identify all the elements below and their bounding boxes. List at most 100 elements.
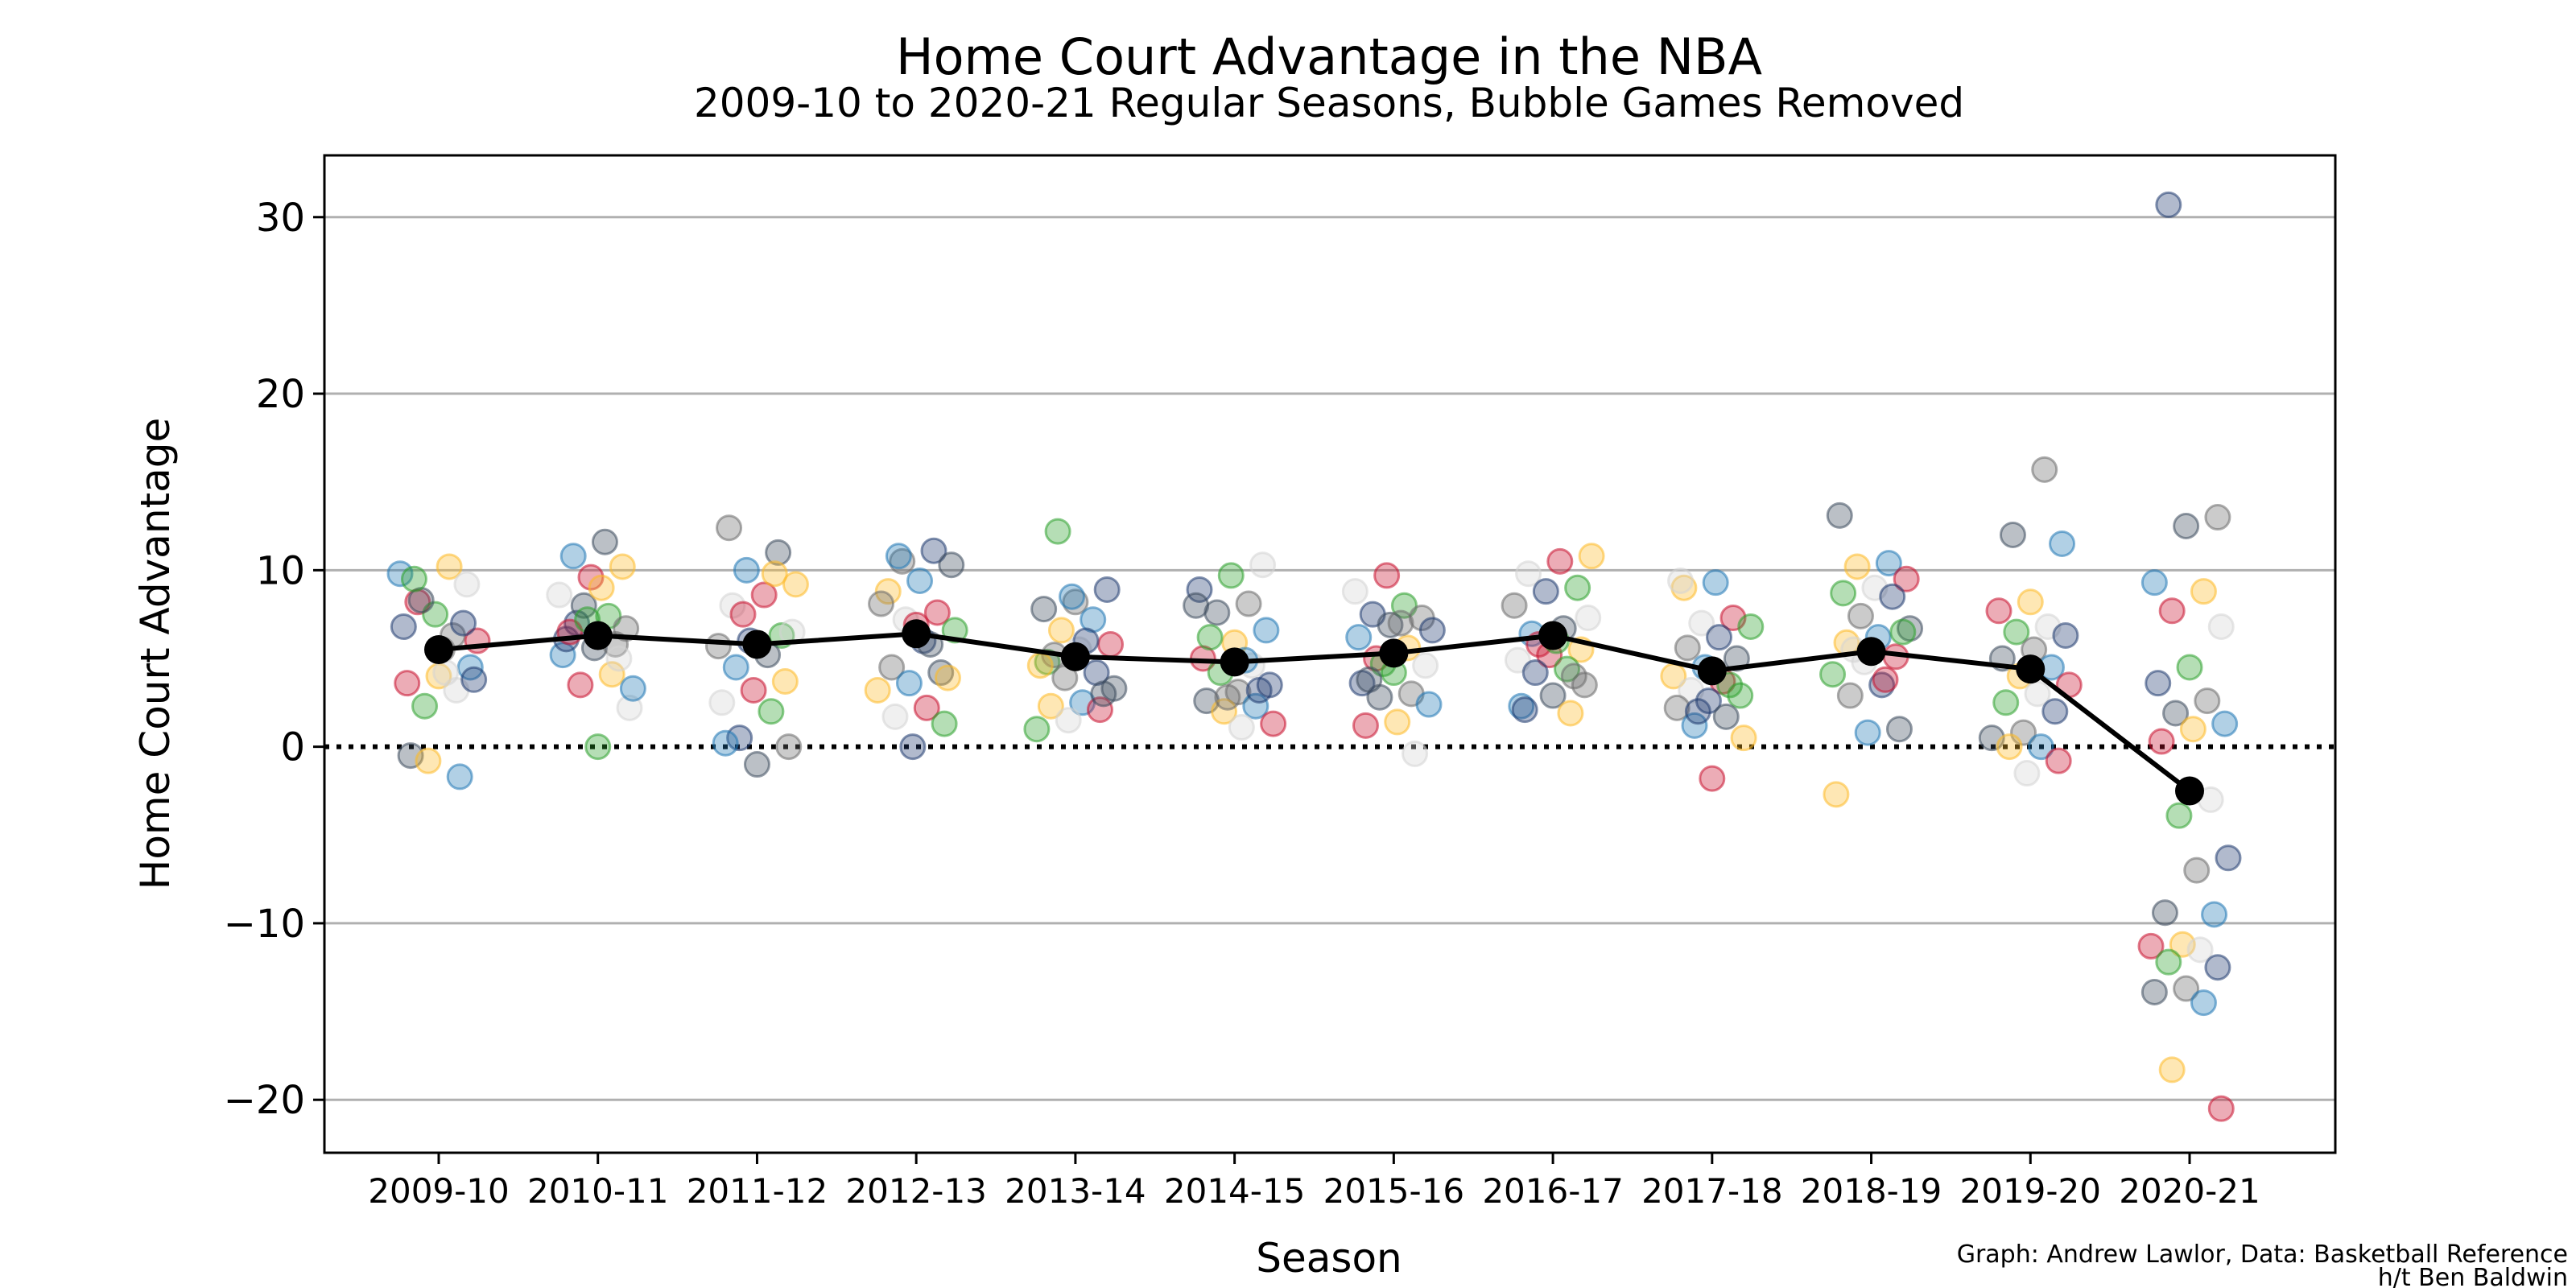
team-point — [2049, 530, 2076, 557]
team-point — [1879, 583, 1906, 610]
x-tick-label: 2013-14 — [1005, 1171, 1146, 1211]
team-point — [1059, 583, 1086, 610]
team-point — [1688, 609, 1715, 637]
team-point — [2140, 978, 2168, 1005]
team-point — [1186, 576, 1213, 603]
average-point — [424, 635, 453, 665]
team-point — [1260, 710, 1287, 737]
average-point — [583, 621, 613, 650]
team-point — [1093, 576, 1121, 603]
team-point — [761, 560, 788, 588]
team-point — [2158, 1056, 2186, 1084]
team-point — [2031, 456, 2058, 483]
team-point — [577, 564, 605, 591]
average-point — [2175, 776, 2204, 806]
team-point — [1377, 611, 1404, 638]
team-point — [931, 710, 958, 737]
team-point — [729, 601, 757, 628]
team-point — [920, 537, 947, 564]
x-axis-ticks: 2009-10 2010-11 2011-12 2012-13 2013-14 2014-… — [368, 1153, 2260, 1211]
team-point — [750, 581, 778, 609]
team-point — [906, 567, 934, 594]
team-point — [1706, 624, 1733, 651]
team-point — [2173, 975, 2200, 1002]
team-point — [733, 556, 760, 584]
plot-frame — [323, 154, 2337, 1154]
team-point — [432, 659, 460, 687]
team-point — [2145, 670, 2172, 697]
team-point — [771, 667, 799, 695]
team-point — [2158, 597, 2186, 625]
x-tick-label: 2011-12 — [687, 1171, 828, 1211]
team-point — [1026, 652, 1054, 679]
team-point — [1723, 645, 1750, 672]
team-point — [934, 664, 961, 691]
team-point — [2155, 191, 2182, 218]
team-point — [1875, 550, 1902, 577]
team-point — [1090, 680, 1117, 708]
average-point — [742, 630, 772, 659]
team-point — [1086, 696, 1113, 724]
team-point — [1345, 624, 1373, 651]
team-point — [1819, 661, 1847, 688]
average-point — [902, 619, 931, 649]
average-point — [1697, 656, 1727, 686]
team-point — [567, 671, 594, 699]
team-point — [1023, 716, 1051, 743]
team-point — [1097, 630, 1125, 658]
team-point — [1885, 716, 1913, 743]
x-tick-label: 2018-19 — [1801, 1171, 1942, 1211]
team-point — [1560, 663, 1587, 690]
team-point — [453, 571, 481, 598]
team-point — [559, 543, 587, 570]
team-point — [1663, 694, 1690, 721]
team-point — [2190, 578, 2217, 605]
team-point — [1836, 682, 1864, 709]
team-point — [598, 661, 625, 688]
team-point — [1667, 567, 1695, 594]
team-point — [2211, 710, 2239, 737]
team-point — [1415, 691, 1443, 718]
team-point — [400, 565, 427, 592]
team-point — [1727, 682, 1754, 709]
team-point — [716, 514, 743, 542]
team-point — [436, 553, 463, 580]
team-points — [386, 191, 2242, 1122]
team-point — [878, 654, 906, 681]
y-tick-label: 30 — [256, 196, 305, 241]
x-axis-label: Season — [1256, 1235, 1402, 1282]
team-point — [775, 733, 803, 761]
team-point — [2194, 687, 2221, 715]
team-point — [864, 676, 891, 704]
x-tick-label: 2017-18 — [1641, 1171, 1783, 1211]
average-point — [1379, 638, 1409, 668]
team-point — [446, 763, 473, 791]
team-point — [2013, 760, 2041, 787]
team-point — [1352, 712, 1379, 739]
team-point — [740, 676, 767, 704]
y-tick-label: −20 — [224, 1078, 305, 1123]
team-point — [758, 698, 785, 725]
team-point — [450, 609, 477, 637]
team-point — [1546, 547, 1574, 575]
team-point — [2204, 504, 2231, 531]
team-point — [2183, 857, 2211, 884]
team-point — [1384, 708, 1411, 736]
team-point — [1872, 666, 1899, 693]
team-point — [2162, 700, 2190, 727]
team-point — [415, 747, 442, 774]
team-point — [874, 578, 902, 605]
team-point — [1847, 602, 1874, 630]
team-point — [895, 670, 923, 697]
average-point — [2016, 654, 2046, 684]
team-point — [2215, 844, 2242, 872]
team-point — [2207, 613, 2235, 641]
team-point — [2204, 954, 2231, 981]
team-point — [923, 599, 951, 626]
team-point — [2201, 901, 2228, 928]
team-point — [1830, 580, 1857, 607]
team-point — [1341, 578, 1368, 605]
team-point — [1373, 562, 1401, 589]
team-point — [1702, 569, 1729, 597]
team-point — [1217, 562, 1245, 589]
